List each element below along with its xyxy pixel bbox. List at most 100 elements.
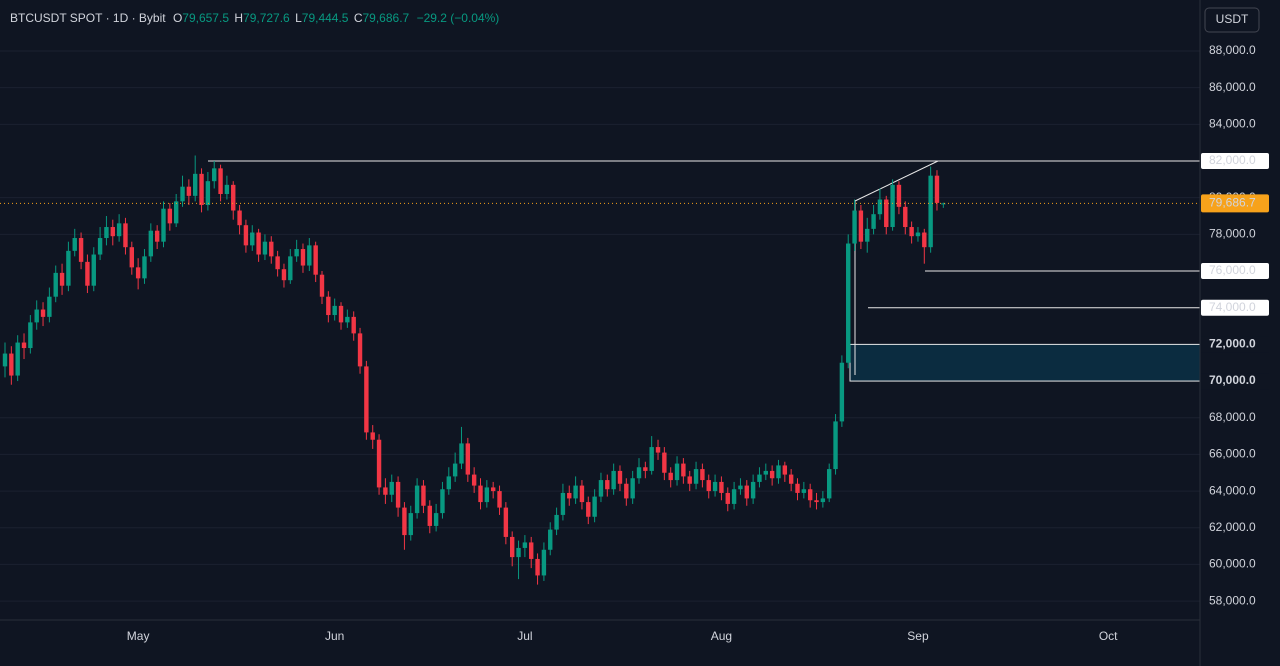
candle-body: [421, 485, 426, 506]
candle-body: [662, 452, 667, 473]
level-label-box: [1201, 299, 1269, 316]
level-label-box: [1201, 153, 1269, 170]
zone-label-box: [1201, 336, 1269, 353]
candle-body: [535, 558, 540, 576]
candle-body: [21, 342, 27, 349]
candle-body: [776, 465, 781, 479]
y-tick-label: 88,000.0: [1209, 43, 1256, 57]
candle-body: [218, 168, 223, 195]
candles: [2, 155, 946, 585]
x-tick-label: Aug: [711, 629, 732, 643]
candle-body: [909, 227, 914, 237]
candle-body: [801, 489, 807, 493]
candle-body: [490, 487, 496, 492]
candle-body: [256, 232, 261, 255]
candle-body: [262, 241, 268, 255]
candle-body: [15, 342, 20, 376]
candle-body: [928, 175, 933, 248]
candle-body: [706, 480, 711, 492]
candle-body: [275, 256, 280, 270]
candle-body: [319, 274, 325, 297]
candle-body: [85, 261, 90, 286]
candle-body: [636, 467, 642, 479]
candle-body: [827, 469, 832, 499]
candle-body: [142, 256, 147, 279]
y-tick-label: 68,000.0: [1209, 410, 1256, 424]
y-tick-label: 60,000.0: [1209, 557, 1256, 571]
candle-body: [186, 186, 192, 196]
currency-button[interactable]: [1204, 7, 1260, 33]
candle-body: [541, 549, 547, 576]
candle-body: [611, 470, 616, 490]
candle-body: [135, 267, 141, 279]
candle-body: [427, 505, 432, 526]
candle-body: [199, 173, 204, 206]
candle-body: [788, 474, 794, 484]
candle-body: [554, 514, 559, 530]
candle-body: [681, 463, 686, 477]
candle-body: [890, 184, 895, 228]
candle-body: [180, 186, 185, 202]
candle-body: [833, 421, 838, 470]
level-label-box: [1201, 263, 1269, 280]
candle-body: [446, 476, 451, 490]
candle-body: [852, 210, 857, 244]
level-label: 74,000.0: [1209, 300, 1256, 314]
candle-body: [567, 492, 572, 499]
axis-labels: 58,000.0 60,000.0 62,000.0 64,000.0 66,000.0…: [127, 43, 1269, 643]
candle-body: [877, 199, 883, 215]
x-tick-label: Jul: [517, 629, 532, 643]
candle-body: [560, 492, 566, 515]
last-price-label: 79,686.7: [1209, 196, 1256, 210]
candle-body: [915, 232, 921, 237]
candle-body: [814, 500, 819, 503]
candle-body: [858, 210, 864, 242]
candle-body: [807, 489, 813, 501]
candle-body: [592, 496, 597, 517]
candle-body: [668, 472, 673, 481]
candle-body: [630, 478, 635, 499]
candle-body: [281, 269, 287, 281]
candle-body: [440, 489, 445, 514]
candle-body: [110, 227, 115, 237]
y-tick-label: 66,000.0: [1209, 447, 1256, 461]
candle-body: [78, 238, 84, 262]
y-tick-label: 62,000.0: [1209, 520, 1256, 534]
candle-body: [459, 443, 464, 464]
candle-body: [763, 470, 768, 475]
y-tick-label: 64,000.0: [1209, 483, 1256, 497]
candle-body: [161, 208, 166, 242]
header: BTCUSDT SPOT · 1D · Bybit O79,657.5 H79,…: [10, 11, 499, 25]
high-label: H: [234, 11, 243, 25]
candle-body: [731, 489, 737, 504]
candle-body: [351, 316, 356, 334]
candle-body: [414, 485, 420, 514]
y-tick-label: 86,000.0: [1209, 80, 1256, 94]
candle-body: [212, 168, 217, 182]
candle-body: [313, 245, 318, 275]
candle-body: [497, 491, 502, 508]
x-tick-label: Oct: [1099, 629, 1118, 643]
candle-body: [205, 181, 211, 206]
level-layer: [208, 160, 1200, 309]
x-tick-label: Jun: [325, 629, 344, 643]
candle-body: [738, 485, 743, 490]
candle-body: [154, 230, 160, 242]
high-value: 79,727.6: [243, 11, 290, 25]
candle-body: [383, 487, 388, 495]
open-value: 79,657.5: [182, 11, 229, 25]
close-label: C: [354, 11, 363, 25]
candle-body: [744, 485, 749, 499]
candle-body: [903, 206, 908, 228]
candle-body: [941, 203, 946, 205]
candle-body: [484, 487, 490, 503]
symbol: BTCUSDT SPOT · 1D · Bybit: [10, 11, 166, 25]
zone-label: 70,000.0: [1209, 373, 1256, 387]
low-value: 79,444.5: [302, 11, 349, 25]
candle-body: [231, 184, 236, 211]
candle-body: [871, 214, 876, 229]
candle-body: [605, 480, 610, 490]
candle-body: [624, 483, 629, 499]
candle-body: [34, 309, 39, 323]
